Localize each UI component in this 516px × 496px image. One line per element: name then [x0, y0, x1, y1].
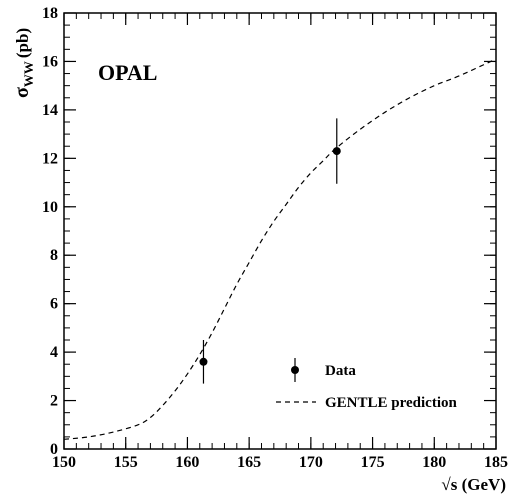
legend-data-label: Data — [325, 363, 356, 379]
y-tick-label: 2 — [50, 393, 58, 410]
y-tick-label: 8 — [50, 247, 58, 264]
y-tick-label: 6 — [50, 296, 58, 313]
tick-labels: 150 155 160 165 170 175 180 185 0 2 4 6 8 10 12 14 16 18 — [42, 5, 508, 471]
x-tick-label: 170 — [299, 454, 323, 471]
experiment-label: OPAL — [98, 60, 157, 85]
y-tick-label: 14 — [42, 102, 58, 119]
x-tick-label: 175 — [361, 454, 385, 471]
legend-prediction-label: GENTLE prediction — [325, 395, 457, 411]
legend-data-marker — [291, 366, 299, 374]
x-tick-label: 165 — [237, 454, 261, 471]
x-tick-label: 160 — [175, 454, 199, 471]
x-tick-label: 180 — [422, 454, 446, 471]
y-axis-label: σWW (pb) — [11, 28, 36, 98]
plot-frame — [63, 12, 497, 450]
y-tick-label: 18 — [42, 5, 58, 22]
y-tick-label: 10 — [42, 199, 58, 216]
y-axis-unit: (pb) — [13, 28, 32, 58]
y-axis-subscript: WW — [21, 61, 36, 87]
x-tick-label: 155 — [114, 454, 138, 471]
x-tick-label: 150 — [52, 454, 76, 471]
y-axis-symbol: σ — [11, 87, 33, 98]
gentle-prediction-curve — [63, 58, 497, 440]
x-tick-label: 185 — [484, 454, 508, 471]
y-tick-label: 16 — [42, 53, 58, 70]
x-axis-label: √s (GeV) — [441, 475, 506, 494]
y-tick-label: 4 — [50, 344, 58, 361]
y-tick-label: 0 — [50, 441, 58, 458]
y-tick-label: 12 — [42, 150, 58, 167]
data-point — [332, 147, 341, 156]
data-point — [199, 357, 208, 366]
data-points — [199, 118, 341, 384]
legend: Data GENTLE prediction — [276, 358, 457, 411]
